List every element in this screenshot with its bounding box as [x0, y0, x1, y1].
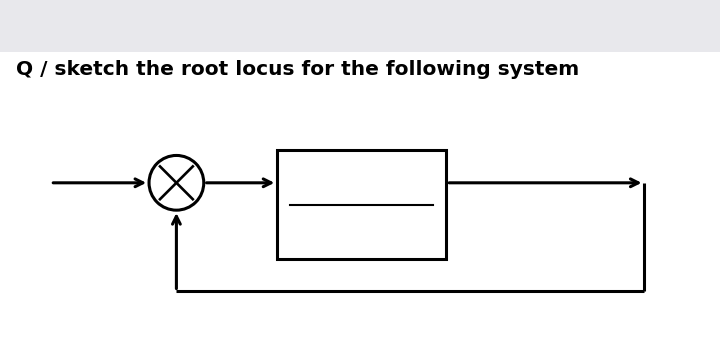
- Text: Q / sketch the root locus for the following system: Q / sketch the root locus for the follow…: [16, 60, 579, 79]
- Text: $s^3 + 3.6s^2$: $s^3 + 3.6s^2$: [318, 209, 406, 229]
- Bar: [277, 150, 446, 259]
- Bar: [0, 52, 720, 362]
- Text: $k(s + 1)$: $k(s + 1)$: [328, 180, 396, 200]
- Bar: [0, 0, 720, 52]
